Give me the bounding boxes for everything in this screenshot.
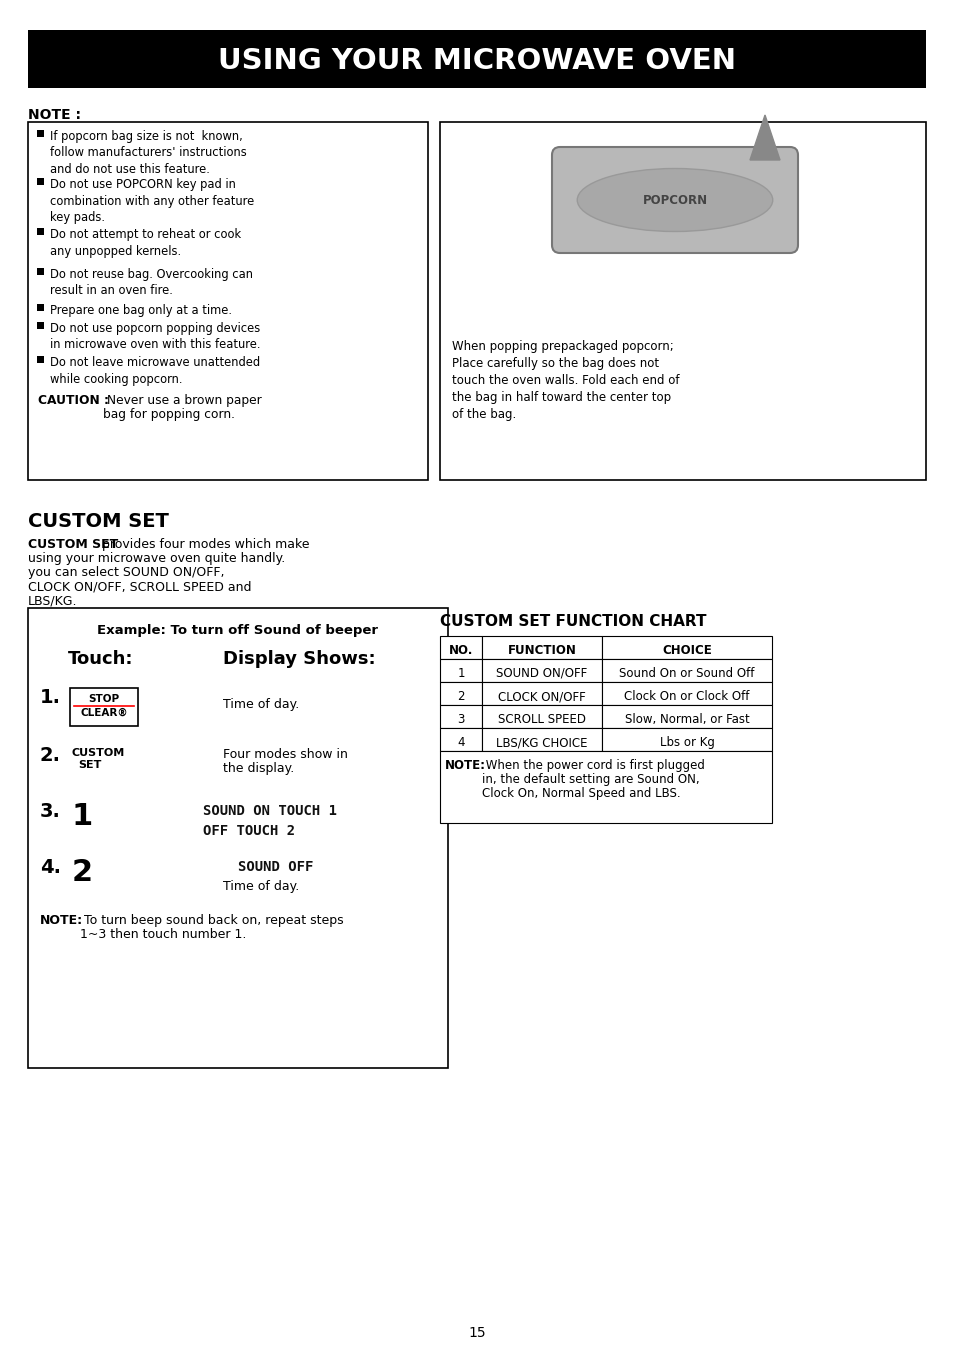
Bar (601, 705, 771, 728)
Polygon shape (749, 115, 780, 160)
Bar (439, 122, 925, 481)
Text: using your microwave oven quite handly.: using your microwave oven quite handly. (28, 552, 285, 565)
Text: SCROLL SPEED: SCROLL SPEED (497, 714, 585, 726)
Bar (601, 659, 771, 682)
Text: 3: 3 (456, 714, 464, 726)
Text: CUSTOM SET FUNCTION CHART: CUSTOM SET FUNCTION CHART (439, 613, 706, 630)
Bar (28, 608, 448, 1068)
Bar (439, 636, 481, 659)
Bar (481, 636, 601, 659)
Text: 4.: 4. (40, 858, 61, 877)
Text: Slow, Normal, or Fast: Slow, Normal, or Fast (624, 714, 749, 726)
Text: SOUND OFF: SOUND OFF (237, 860, 313, 873)
Text: Time of day.: Time of day. (223, 699, 299, 711)
Text: Never use a brown paper: Never use a brown paper (103, 394, 261, 408)
Bar (439, 751, 771, 823)
Text: Do not use POPCORN key pad in
combination with any other feature
key pads.: Do not use POPCORN key pad in combinatio… (50, 177, 254, 223)
Bar (439, 682, 481, 705)
Text: CUSTOM SET: CUSTOM SET (28, 538, 118, 551)
Text: CLOCK ON/OFF, SCROLL SPEED and: CLOCK ON/OFF, SCROLL SPEED and (28, 580, 252, 593)
Text: CLEAR®: CLEAR® (80, 708, 128, 718)
Text: NOTE :: NOTE : (28, 108, 81, 122)
Text: If popcorn bag size is not  known,
follow manufacturers' instructions
and do not: If popcorn bag size is not known, follow… (50, 130, 247, 176)
Text: When the power cord is first plugged: When the power cord is first plugged (481, 760, 704, 772)
Bar (601, 682, 771, 705)
Ellipse shape (577, 168, 772, 232)
FancyBboxPatch shape (552, 148, 797, 253)
Text: Example: To turn off Sound of beeper: Example: To turn off Sound of beeper (97, 624, 378, 636)
Text: NOTE:: NOTE: (40, 914, 83, 927)
Text: 1: 1 (456, 668, 464, 680)
Bar (37, 130, 44, 137)
Text: 2: 2 (456, 691, 464, 703)
Text: Sound On or Sound Off: Sound On or Sound Off (618, 668, 754, 680)
Text: Do not leave microwave unattended
while cooking popcorn.: Do not leave microwave unattended while … (50, 356, 260, 386)
Text: CUSTOM: CUSTOM (71, 747, 125, 758)
Bar (37, 356, 44, 363)
Text: SOUND ON/OFF: SOUND ON/OFF (496, 668, 587, 680)
Text: 2.: 2. (40, 746, 61, 765)
Bar (481, 659, 601, 682)
Text: STOP: STOP (89, 695, 119, 704)
Text: 3.: 3. (40, 802, 61, 821)
Text: 2: 2 (71, 858, 93, 887)
Bar (70, 688, 138, 726)
Text: Lbs or Kg: Lbs or Kg (659, 737, 714, 749)
Text: Do not attempt to reheat or cook
any unpopped kernels.: Do not attempt to reheat or cook any unp… (50, 227, 241, 257)
Text: NOTE:: NOTE: (444, 760, 485, 772)
Bar (481, 728, 601, 751)
Text: CHOICE: CHOICE (661, 645, 711, 657)
Text: Four modes show in: Four modes show in (223, 747, 348, 761)
Bar (28, 122, 428, 481)
Bar (439, 728, 481, 751)
Text: you can select SOUND ON/OFF,: you can select SOUND ON/OFF, (28, 566, 224, 580)
Text: POPCORN: POPCORN (641, 194, 707, 207)
Text: LBS/KG CHOICE: LBS/KG CHOICE (496, 737, 587, 749)
Text: SOUND ON TOUCH 1: SOUND ON TOUCH 1 (203, 804, 336, 818)
Text: To turn beep sound back on, repeat steps: To turn beep sound back on, repeat steps (80, 914, 343, 927)
Bar (28, 30, 925, 88)
Bar (37, 268, 44, 275)
Bar (37, 227, 44, 236)
Text: Do not reuse bag. Overcooking can
result in an oven fire.: Do not reuse bag. Overcooking can result… (50, 268, 253, 298)
Text: provides four modes which make: provides four modes which make (98, 538, 309, 551)
Bar (601, 728, 771, 751)
Text: Prepare one bag only at a time.: Prepare one bag only at a time. (50, 305, 232, 317)
Text: bag for popping corn.: bag for popping corn. (103, 408, 234, 421)
Bar (439, 705, 481, 728)
Text: Clock On, Normal Speed and LBS.: Clock On, Normal Speed and LBS. (481, 787, 679, 800)
Text: When popping prepackaged popcorn;
Place carefully so the bag does not
touch the : When popping prepackaged popcorn; Place … (452, 340, 679, 421)
Text: NO.: NO. (448, 645, 473, 657)
Text: the display.: the display. (223, 762, 294, 774)
Text: 4: 4 (456, 737, 464, 749)
Bar (481, 682, 601, 705)
Text: FUNCTION: FUNCTION (507, 645, 576, 657)
Text: CUSTOM SET: CUSTOM SET (28, 512, 169, 531)
Bar (37, 322, 44, 329)
Text: USING YOUR MICROWAVE OVEN: USING YOUR MICROWAVE OVEN (218, 47, 735, 74)
Text: 1.: 1. (40, 688, 61, 707)
Text: Clock On or Clock Off: Clock On or Clock Off (623, 691, 749, 703)
Text: 1~3 then touch number 1.: 1~3 then touch number 1. (80, 927, 246, 941)
Text: Display Shows:: Display Shows: (223, 650, 375, 668)
Text: LBS/KG.: LBS/KG. (28, 594, 77, 607)
Text: 15: 15 (468, 1326, 485, 1340)
Text: 1: 1 (71, 802, 93, 831)
Text: in, the default setting are Sound ON,: in, the default setting are Sound ON, (481, 773, 699, 787)
Bar (481, 705, 601, 728)
Text: CLOCK ON/OFF: CLOCK ON/OFF (497, 691, 585, 703)
Bar (37, 305, 44, 311)
Bar (37, 177, 44, 185)
Text: SET: SET (78, 760, 101, 770)
Text: Time of day.: Time of day. (223, 880, 299, 894)
Text: Touch:: Touch: (68, 650, 133, 668)
Text: CAUTION :: CAUTION : (38, 394, 109, 408)
Text: OFF TOUCH 2: OFF TOUCH 2 (203, 825, 294, 838)
Bar (601, 636, 771, 659)
Bar (439, 659, 481, 682)
Text: Do not use popcorn popping devices
in microwave oven with this feature.: Do not use popcorn popping devices in mi… (50, 322, 260, 352)
